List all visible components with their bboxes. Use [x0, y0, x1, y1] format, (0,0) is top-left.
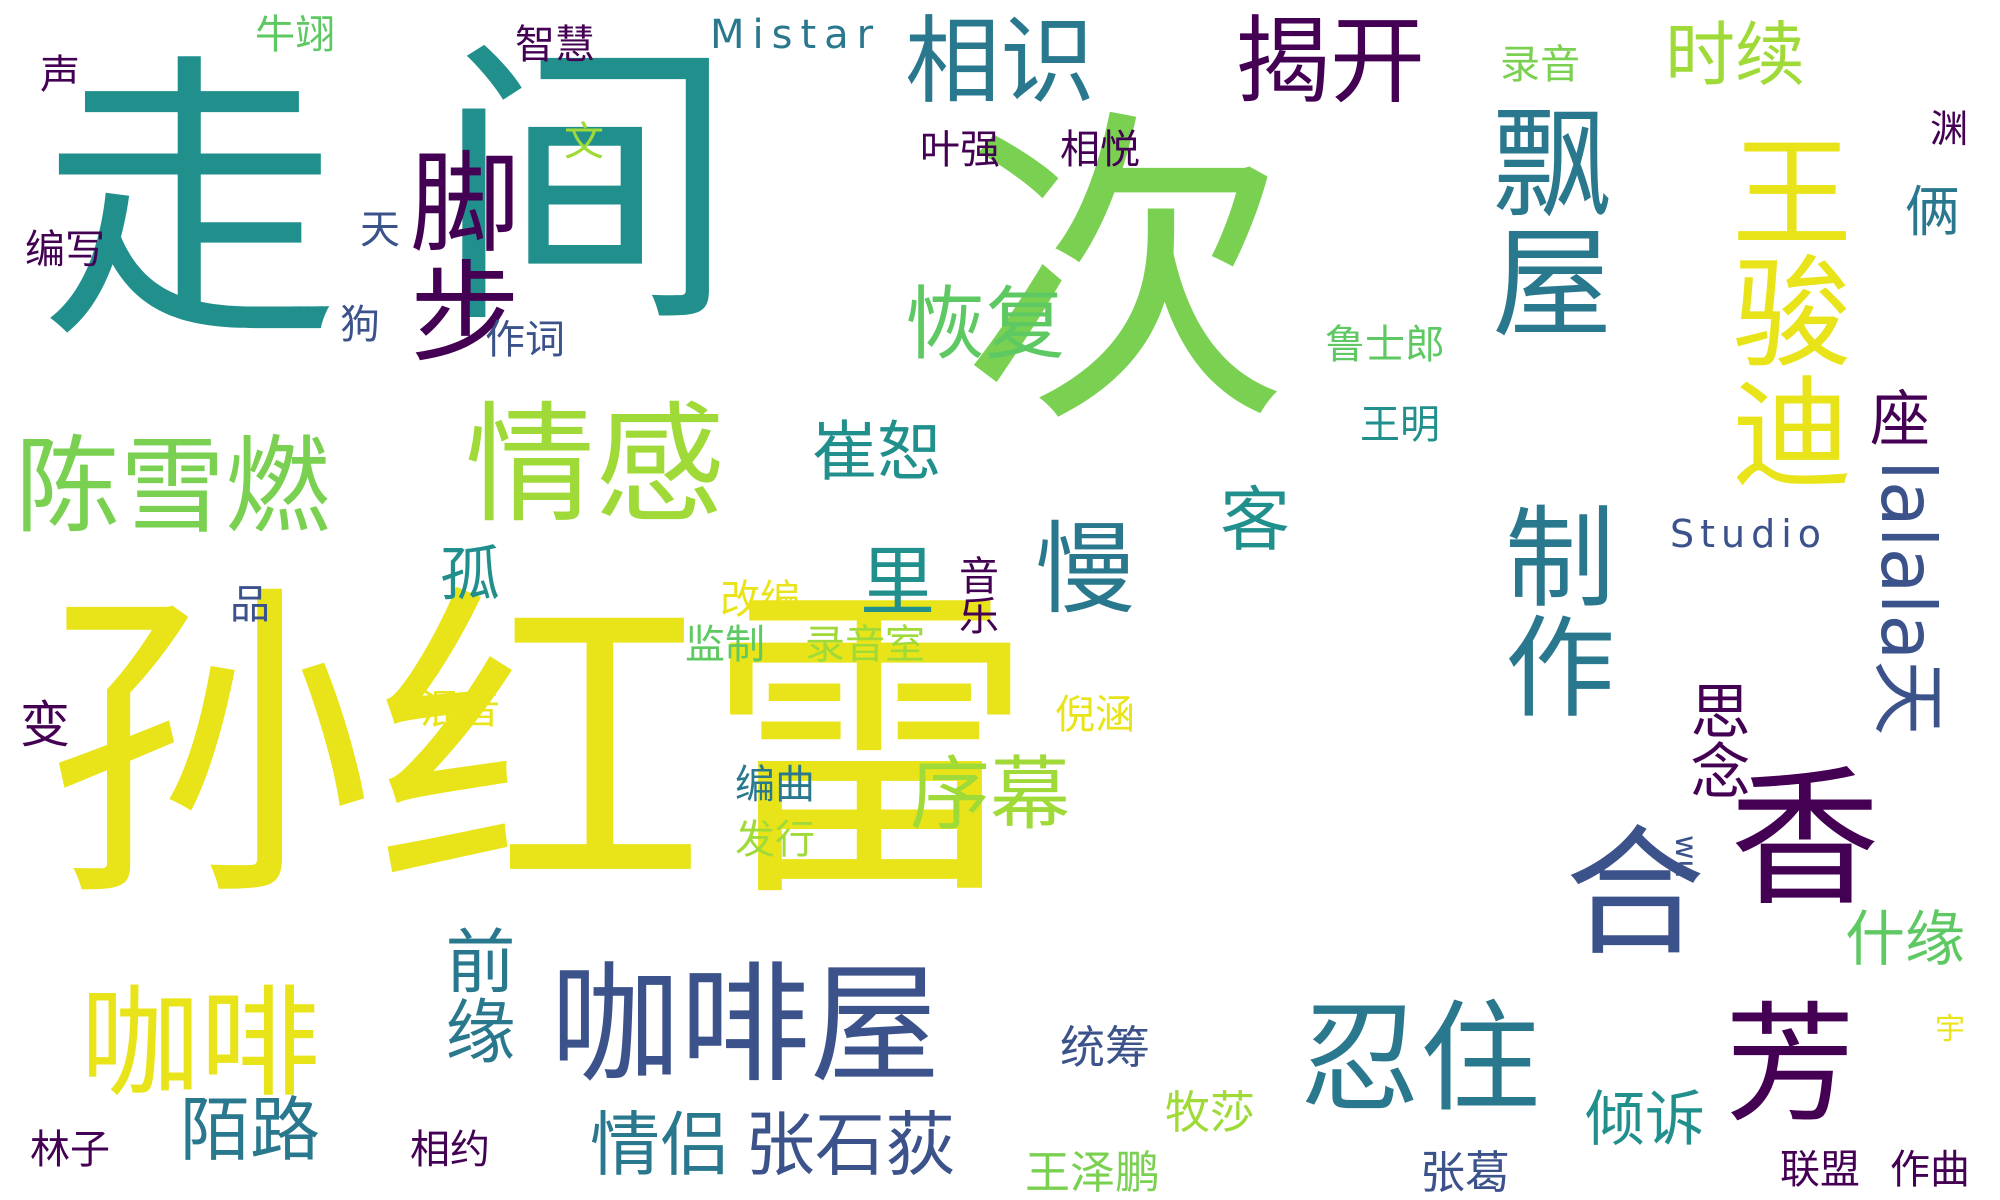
cloud-word: 香 — [1730, 753, 1881, 927]
cloud-word: 编写 — [25, 227, 105, 273]
cloud-word: 时续 — [1665, 14, 1805, 96]
cloud-word: 咖啡 — [80, 975, 320, 1114]
cloud-word: 脚步 — [391, 145, 519, 365]
cloud-word: 前缘 — [434, 925, 516, 1065]
cloud-word: 王骏迪 — [1711, 130, 1850, 490]
cloud-word: 芳 — [1725, 989, 1856, 1141]
cloud-word: 座 — [1870, 385, 1930, 455]
cloud-word: 监制 — [685, 622, 765, 668]
cloud-word: 作词 — [485, 317, 565, 363]
cloud-word: 飘屋 — [1471, 100, 1610, 340]
cloud-word: 张石荻 — [745, 1104, 955, 1186]
cloud-word: 孙红雷 — [45, 558, 1035, 942]
cloud-word: 情侣 — [590, 1104, 730, 1186]
cloud-word: Mistar — [710, 12, 882, 58]
cloud-word: 天 — [360, 207, 400, 253]
cloud-word: 俩 — [1905, 180, 1961, 244]
cloud-word: 统筹 — [1060, 1021, 1151, 1074]
cloud-word: wu — [1668, 835, 1703, 879]
cloud-word: 品 — [230, 582, 270, 628]
cloud-word: 变 — [20, 696, 70, 754]
cloud-word: 改编 — [720, 577, 800, 623]
cloud-word: 叶强 — [920, 127, 1000, 173]
cloud-word: 走 — [40, 30, 340, 379]
cloud-word: 张葛 — [1420, 1146, 1511, 1199]
cloud-word: lalala天 — [1864, 460, 1952, 736]
cloud-word: 发行 — [735, 817, 815, 863]
cloud-word: 鲁士郎 — [1325, 322, 1445, 368]
cloud-word: 制作 — [1486, 500, 1614, 720]
cloud-word: 联盟 — [1780, 1147, 1860, 1193]
cloud-word: 崔恕 — [812, 415, 943, 490]
cloud-word: 间 — [435, 15, 735, 364]
cloud-word: 文 — [557, 120, 603, 160]
cloud-word: 揭开 — [1235, 7, 1426, 117]
cloud-word: 次 — [960, 83, 1290, 467]
cloud-word: 什缘 — [1845, 905, 1965, 975]
cloud-word: 里 — [860, 538, 936, 626]
cloud-word: 忍住 — [1300, 990, 1540, 1129]
cloud-word: 渊 — [1930, 107, 1969, 151]
cloud-word: 牛翊 — [255, 12, 335, 58]
cloud-word: 声 — [40, 52, 80, 98]
cloud-word: 编曲 — [735, 762, 815, 808]
cloud-word: 王泽鹏 — [1025, 1146, 1161, 1199]
cloud-word: 恢复 — [905, 278, 1065, 371]
cloud-word: 相约 — [410, 1127, 490, 1173]
cloud-word: 牧莎 — [1165, 1086, 1256, 1139]
cloud-word: 录音 — [1500, 42, 1580, 88]
cloud-word: 倾诉 — [1585, 1085, 1705, 1155]
cloud-word: 相悦 — [1060, 127, 1140, 173]
cloud-word: 合 — [1565, 813, 1706, 976]
cloud-word: 作曲 — [1890, 1147, 1970, 1193]
cloud-word: 情感 — [465, 389, 726, 541]
cloud-word: 孤 — [440, 540, 500, 610]
cloud-word: 音乐 — [952, 555, 998, 635]
cloud-word: 混音 — [420, 687, 500, 733]
cloud-word: 录音室 — [805, 622, 925, 668]
cloud-word: 客 — [1220, 479, 1290, 561]
cloud-word: Studio — [1670, 512, 1828, 556]
cloud-word: 相识 — [905, 7, 1096, 117]
cloud-word: 思念 — [1680, 680, 1750, 800]
cloud-word: 王明 — [1360, 402, 1440, 448]
cloud-word: 序幕 — [910, 748, 1070, 841]
cloud-word: 陌路 — [180, 1089, 320, 1171]
cloud-word: 咖啡屋 — [550, 949, 941, 1101]
cloud-word: 宇 — [1935, 1012, 1965, 1047]
cloud-word: 狗 — [340, 302, 380, 348]
cloud-word: 陈雪燃 — [15, 426, 331, 548]
cloud-word: 倪涵 — [1055, 692, 1135, 738]
cloud-word: 慢 — [1035, 511, 1135, 628]
cloud-word: 智慧 — [515, 22, 595, 68]
cloud-word: 林子 — [30, 1127, 110, 1173]
